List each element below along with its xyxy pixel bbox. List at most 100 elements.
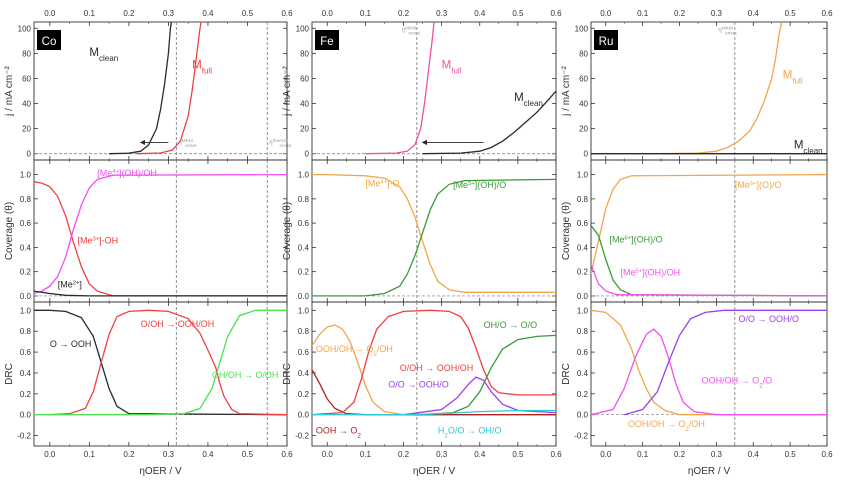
top-x-tick-label: 0.4 [748, 9, 760, 18]
y-tick-label: 40 [300, 100, 309, 109]
series-line-o-ooh [34, 309, 287, 416]
bottom-x-tick-label: 0.0 [44, 450, 56, 459]
y-tick-label: 80 [579, 49, 588, 58]
y-tick-label: -0.2 [574, 432, 588, 441]
y-tick-label: 0.4 [577, 369, 589, 378]
bottom-x-tick-label: 0.6 [550, 450, 562, 459]
series-annotation: OH/O → O/O [484, 320, 538, 330]
series-annotation: Mclean [89, 47, 118, 63]
metal-badge [37, 30, 61, 50]
y-tick-label: 0.8 [577, 327, 589, 336]
y-tick-label: 40 [22, 100, 31, 109]
panel-column-ru: 0.0 0.1 0.2 0.3 0.4 0.5 0.6 0.0 0.1 0.2 0.3 0.4 0.5 0… [561, 9, 833, 477]
series-line-ooh-oh-o2-oh [312, 324, 556, 416]
subplot-frame [590, 159, 828, 303]
series-line-ooh-oh-o2-oh [591, 309, 827, 416]
series-line-o-o-ooh-o [403, 376, 556, 416]
y-tick-label: 0.0 [577, 292, 589, 301]
onset-annotation: ηthermo onset [269, 138, 292, 149]
metal-badge [594, 30, 618, 50]
top-x-tick-label: 0.3 [436, 9, 448, 18]
series-annotation: [Me6+](OH)/O [609, 235, 662, 245]
series-annotation: Mfull [783, 69, 803, 85]
series-line--me4-oh-oh [34, 173, 287, 295]
bottom-x-tick-label: 0.5 [785, 450, 797, 459]
subplot-drc-ru: -0.2 0.0 0.2 0.4 0.6 0.8 1.0 DRC O/O → OOH/O OOH/… [561, 301, 828, 447]
series-annotation: [Me5+](OH)/OH [621, 267, 681, 277]
y-tick-label: 20 [22, 125, 31, 134]
top-x-tick-label: 0.5 [785, 9, 797, 18]
subplot-cov-ru: 0.0 0.2 0.4 0.6 0.8 1.0 Coverage (θ) [Me6+](O)/… [561, 159, 828, 303]
y-axis-label: DRC [561, 363, 572, 385]
series-group [34, 309, 287, 416]
series-annotation: Mclean [794, 140, 823, 156]
y-tick-label: 1.0 [298, 306, 310, 315]
y-axis-label: j / mA cm⁻² [561, 65, 572, 116]
series-line--me5-oh-o [312, 178, 556, 297]
onset-annotation: ηMKM onset [718, 25, 737, 36]
y-tick-label: 80 [22, 49, 31, 58]
bottom-x-tick-label: 0.5 [512, 450, 524, 459]
bottom-x-tick-label: 0.5 [242, 450, 254, 459]
bottom-x-tick-label: 0.6 [821, 450, 833, 459]
series-group [312, 173, 556, 297]
top-x-tick-label: 0.1 [637, 9, 649, 18]
y-tick-label: 100 [296, 24, 310, 33]
y-tick-label: 1.0 [298, 171, 310, 180]
panel-column-co: 0.0 0.1 0.2 0.3 0.4 0.5 0.6 0.0 0.1 0.2 0.3 0.4 0.5 0… [4, 9, 293, 477]
y-tick-label: 0.0 [298, 411, 310, 420]
series-line--me2- [34, 290, 287, 297]
top-x-tick-label: 0.6 [821, 9, 833, 18]
series-annotation: OOH/OH → O2/O [702, 375, 773, 389]
top-x-tick-label: 0.3 [711, 9, 723, 18]
metal-badge [315, 30, 339, 50]
series-line-mclean [422, 90, 556, 155]
subplot-frame [311, 159, 557, 303]
y-tick-label: 0.2 [20, 268, 32, 277]
subplot-frame [33, 21, 288, 161]
y-axis-label: j / mA cm⁻² [282, 65, 293, 116]
series-line-o-o-ooh-o [624, 309, 827, 416]
x-axis-label: ηOER / V [413, 466, 456, 477]
y-tick-label: 0.8 [20, 195, 32, 204]
top-x-tick-label: 0.1 [84, 9, 96, 18]
subplot-frame [590, 301, 828, 447]
y-axis-label: DRC [282, 363, 293, 385]
series-line--me6-o-o [591, 173, 827, 275]
top-x-tick-label: 0.5 [512, 9, 524, 18]
subplot-drc-fe: -0.2 0.0 0.2 0.4 0.6 0.8 1.0 DRC OOH/OH → O2/OH O… [282, 301, 557, 447]
y-tick-label: 0.0 [20, 411, 32, 420]
metal-badge-label: Co [42, 36, 57, 48]
y-tick-label: 0.4 [577, 243, 589, 252]
bottom-x-tick-label: 0.1 [360, 450, 372, 459]
top-x-tick-label: 0.1 [360, 9, 372, 18]
y-tick-label: 0.6 [20, 219, 32, 228]
series-annotation: [Me6+](O)/O [735, 180, 782, 190]
subplot-j-ru: 0 20 40 60 80 100 j / mA cm⁻² Mfull Mclean ηMKM on… [561, 21, 828, 161]
y-tick-label: 80 [300, 49, 309, 58]
top-x-tick-label: 0.4 [202, 9, 214, 18]
series-group [365, 22, 556, 155]
y-tick-label: 0.6 [20, 348, 32, 357]
y-tick-label: 0 [27, 150, 32, 159]
series-line-mfull [365, 22, 435, 155]
subplot-j-fe: 0 20 40 60 80 100 j / mA cm⁻² Mfull Mclean ηMKM on… [282, 21, 557, 161]
bottom-x-tick-label: 0.2 [398, 450, 410, 459]
y-tick-label: 0 [584, 150, 589, 159]
series-annotation: H2O/O → OH/O [438, 425, 502, 439]
top-x-tick-label: 0.6 [550, 9, 562, 18]
top-x-tick-label: 0.2 [123, 9, 135, 18]
series-line-o-oh-ooh-oh [49, 309, 217, 416]
subplot-cov-fe: 0.0 0.2 0.4 0.6 0.8 1.0 Coverage (θ) [Me4+]-O [M… [282, 159, 557, 303]
subplot-frame [33, 301, 288, 447]
series-annotation: OH/OH → O/OH [212, 370, 279, 380]
series-group [591, 309, 827, 416]
y-tick-label: 0.2 [20, 390, 32, 399]
bottom-x-tick-label: 0.0 [600, 450, 612, 459]
y-tick-label: 0.2 [577, 390, 589, 399]
series-annotation: [Me4+](OH)/OH [97, 168, 157, 178]
series-annotation: [Me4+]-O [365, 179, 399, 189]
x-axis-label: ηOER / V [688, 466, 731, 477]
series-annotation: [Me2+] [58, 279, 82, 289]
